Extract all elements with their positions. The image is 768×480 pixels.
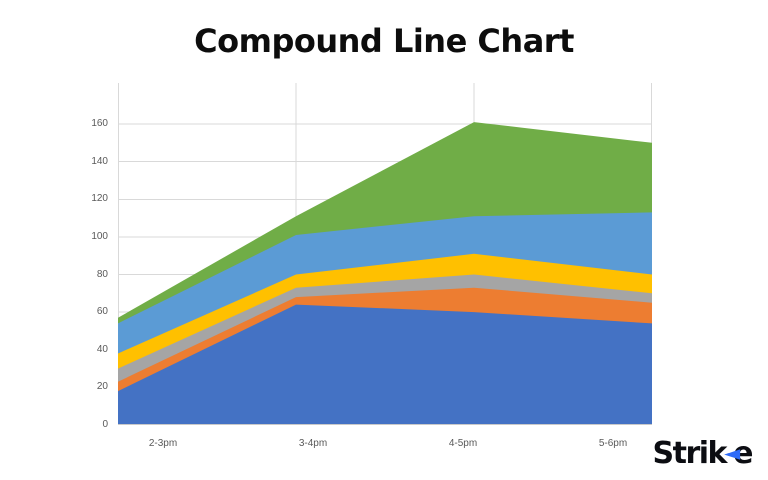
y-axis-tick-label: 40 — [96, 343, 108, 355]
y-axis-tick-label: 160 — [91, 118, 108, 129]
x-axis-tick-label: 4-5pm — [448, 438, 478, 449]
logo-text-before: Strik — [652, 435, 728, 471]
y-axis-tick-label: 60 — [96, 306, 108, 318]
x-axis-tick-label: 5-6pm — [598, 438, 628, 449]
logo-text-after: e — [733, 435, 753, 471]
y-axis-tick-label: 100 — [91, 230, 108, 242]
y-axis-tick-label: 80 — [96, 268, 108, 280]
strike-logo: Strik ◄ e — [652, 434, 754, 472]
y-axis-tick-label: 140 — [91, 155, 108, 167]
y-axis-tick-label: 120 — [91, 193, 108, 205]
x-axis-tick-label: 2-3pm — [148, 438, 178, 449]
y-axis-tick-label: 20 — [96, 381, 108, 393]
y-axis-tick-label: 0 — [102, 419, 108, 430]
chart-title: Compound Line Chart — [194, 22, 574, 60]
logo-arrow-icon: ◄ — [723, 441, 741, 465]
stacked-area-plot — [118, 83, 652, 425]
x-axis-tick-label: 3-4pm — [298, 438, 328, 449]
